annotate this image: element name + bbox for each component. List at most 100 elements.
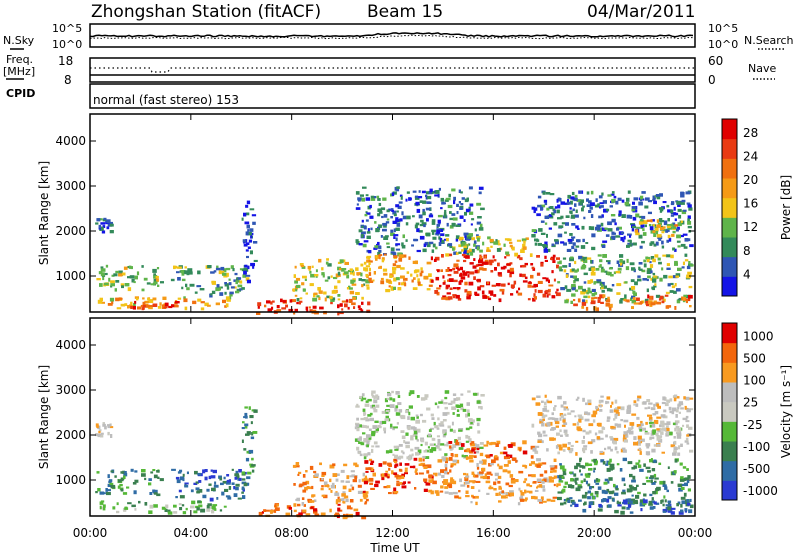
scatter-cell — [635, 297, 640, 302]
scatter-cell — [395, 237, 398, 242]
scatter-cell — [365, 418, 370, 422]
scatter-cell — [542, 191, 546, 195]
scatter-cell — [564, 413, 567, 417]
scatter-cell — [585, 242, 589, 244]
scatter-cell — [104, 272, 108, 276]
scatter-cell — [567, 446, 571, 450]
scatter-cell — [222, 299, 226, 304]
scatter-cell — [362, 432, 366, 435]
scatter-cell — [613, 437, 619, 441]
scatter-cell — [361, 301, 364, 305]
scatter-cell — [437, 459, 443, 463]
scatter-cell — [530, 445, 536, 450]
scatter-cell — [481, 460, 487, 465]
scatter-cell — [534, 489, 539, 492]
scatter-cell — [323, 291, 327, 295]
scatter-cell — [450, 400, 456, 404]
scatter-cell — [647, 414, 652, 417]
scatter-cell — [623, 483, 626, 486]
scatter-cell — [576, 239, 581, 243]
scatter-cell — [584, 447, 587, 451]
scatter-cell — [405, 409, 409, 414]
scatter-cell — [424, 441, 428, 446]
scatter-cell — [207, 304, 211, 307]
scatter-cell — [686, 442, 690, 445]
scatter-cell — [309, 309, 313, 312]
scatter-cell — [127, 502, 132, 505]
scatter-cell — [371, 445, 375, 448]
scatter-cell — [100, 500, 105, 503]
scatter-cell — [646, 219, 652, 222]
scatter-cell — [638, 234, 643, 239]
scatter-cell — [377, 198, 381, 201]
scatter-cell — [110, 285, 113, 288]
scatter-cell — [675, 273, 681, 277]
scatter-cell — [366, 212, 371, 215]
scatter-cell — [623, 439, 628, 443]
scatter-cell — [98, 224, 102, 229]
scatter-cell — [616, 227, 620, 231]
scatter-cell — [99, 434, 104, 438]
scatter-cell — [506, 254, 510, 257]
scatter-cell — [629, 235, 632, 238]
scatter-cell — [464, 281, 468, 286]
scatter-cell — [653, 200, 657, 205]
scatter-cell — [594, 204, 600, 208]
scatter-cell — [478, 191, 482, 195]
scatter-cell — [579, 458, 582, 463]
scatter-cell — [103, 217, 107, 221]
scatter-cell — [416, 439, 419, 442]
scatter-cell — [282, 300, 287, 303]
scatter-cell — [486, 281, 489, 285]
scatter-cell — [600, 205, 604, 208]
scatter-cell — [489, 238, 494, 243]
scatter-cell — [643, 263, 647, 268]
scatter-cell — [101, 230, 106, 234]
scatter-cell — [209, 497, 214, 502]
scatter-cell — [557, 204, 561, 209]
scatter-cell — [314, 513, 320, 516]
scatter-cell — [342, 268, 347, 271]
scatter-cell — [221, 270, 225, 275]
scatter-cell — [428, 241, 434, 245]
scatter-cell — [662, 480, 666, 485]
scatter-cell — [531, 229, 537, 233]
scatter-cell — [106, 489, 111, 492]
scatter-cell — [384, 235, 389, 238]
scatter-cell — [471, 441, 475, 444]
scatter-cell — [521, 273, 526, 278]
colorbar-segment — [722, 197, 737, 218]
scatter-cell — [471, 248, 475, 253]
scatter-cell — [439, 229, 444, 232]
scatter-cell — [575, 452, 578, 456]
scatter-cell — [377, 213, 381, 217]
scatter-cell — [549, 206, 554, 210]
scatter-cell — [364, 502, 367, 505]
x-tick-label: 08:00 — [274, 526, 309, 540]
scatter-cell — [453, 398, 459, 401]
scatter-cell — [640, 224, 645, 228]
scatter-cell — [460, 484, 466, 487]
scatter-cell — [661, 300, 665, 304]
scatter-cell — [367, 452, 371, 456]
scatter-cell — [633, 292, 637, 297]
scatter-cell — [243, 212, 247, 217]
scatter-cell — [449, 479, 455, 483]
scatter-cell — [303, 504, 306, 507]
scatter-cell — [668, 431, 673, 436]
scatter-cell — [573, 280, 576, 284]
scatter-cell — [311, 485, 314, 490]
scatter-cell — [401, 435, 406, 439]
scatter-cell — [604, 490, 608, 495]
scatter-cell — [664, 403, 669, 407]
scatter-cell — [685, 238, 691, 242]
scatter-cell — [253, 241, 258, 244]
scatter-cell — [560, 434, 563, 437]
scatter-cell — [647, 300, 653, 304]
scatter-cell — [639, 468, 644, 472]
scatter-cell — [337, 271, 341, 276]
scatter-cell — [477, 286, 481, 291]
scatter-cell — [627, 504, 632, 508]
scatter-cell — [211, 506, 216, 510]
scatter-cell — [206, 505, 210, 509]
